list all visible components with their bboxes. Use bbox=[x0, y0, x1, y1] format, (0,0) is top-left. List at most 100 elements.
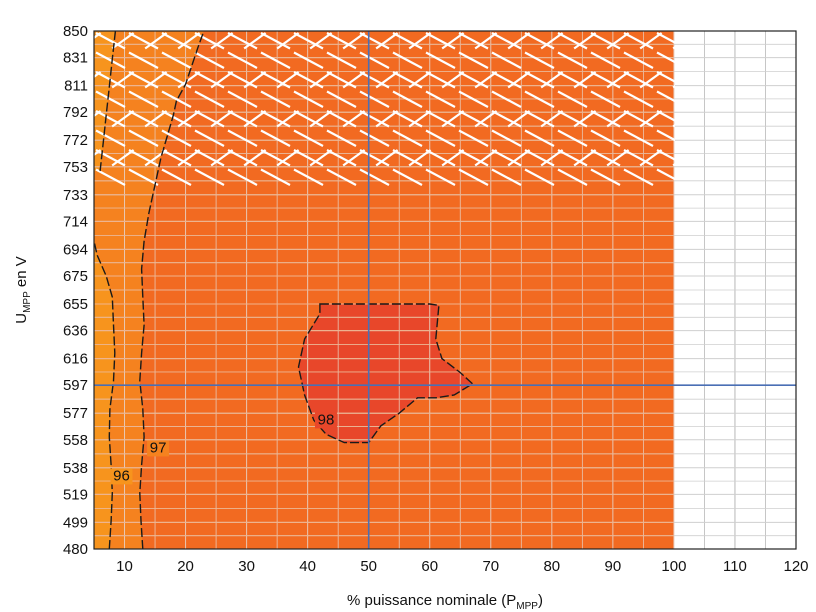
plot-area bbox=[94, 31, 796, 549]
hatch-stroke bbox=[425, 71, 456, 89]
hatch-stroke bbox=[161, 32, 192, 50]
hatch-stroke bbox=[524, 51, 555, 69]
y-tick-label: 675 bbox=[63, 268, 88, 285]
hatch-stroke bbox=[194, 71, 225, 89]
hatch-stroke bbox=[227, 168, 258, 186]
hatch-stroke bbox=[111, 71, 135, 89]
hatch-stroke bbox=[144, 110, 168, 128]
hatch-stroke bbox=[458, 129, 489, 147]
hatch-stroke bbox=[342, 32, 366, 50]
hatch-stroke bbox=[623, 71, 654, 89]
hatch-stroke bbox=[408, 71, 432, 89]
hatch-stroke bbox=[161, 51, 192, 69]
hatch-stroke bbox=[656, 71, 675, 83]
x-axis-label-tail: ) bbox=[538, 592, 543, 609]
hatch-stroke bbox=[623, 32, 654, 50]
y-tick-label: 480 bbox=[63, 541, 88, 558]
region-96-top-fill bbox=[94, 31, 116, 171]
y-tick-label: 538 bbox=[63, 460, 88, 477]
hatch-stroke bbox=[590, 168, 621, 186]
contour-line-97 bbox=[139, 31, 205, 549]
hatch-stroke bbox=[375, 71, 399, 89]
hatch-stroke bbox=[639, 32, 663, 50]
x-tick-label: 110 bbox=[723, 558, 747, 575]
hatch-stroke bbox=[293, 51, 324, 69]
hatch-stroke bbox=[458, 149, 489, 167]
hatch-stroke bbox=[342, 110, 366, 128]
hatch-stroke bbox=[210, 71, 234, 89]
hatch-stroke bbox=[573, 110, 597, 128]
hatch-stroke bbox=[260, 51, 291, 69]
reference-lines bbox=[94, 31, 796, 549]
hatch-stroke bbox=[573, 32, 597, 50]
contour-line-98 bbox=[297, 303, 474, 444]
hatch-stroke bbox=[94, 32, 102, 40]
hatch-stroke bbox=[260, 32, 291, 50]
hatch-stroke bbox=[94, 71, 102, 79]
hatch-stroke bbox=[260, 168, 291, 186]
hatch-stroke bbox=[507, 32, 531, 50]
hatch-stroke bbox=[458, 71, 489, 89]
contour-label-bg bbox=[147, 440, 170, 457]
hatch-stroke bbox=[194, 110, 225, 128]
hatch-stroke bbox=[623, 168, 654, 186]
hatch-stroke bbox=[491, 51, 522, 69]
hatch-stroke bbox=[425, 149, 456, 167]
hatch-stroke bbox=[441, 110, 465, 128]
hatch-stroke bbox=[639, 110, 663, 128]
hatch-stroke bbox=[128, 149, 159, 167]
hatch-stroke bbox=[425, 90, 456, 108]
hatch-stroke bbox=[243, 71, 267, 89]
contour-label: 97 bbox=[150, 439, 167, 456]
hatch-stroke bbox=[128, 129, 159, 147]
hatch-stroke bbox=[606, 32, 630, 50]
hatch-stroke bbox=[95, 51, 126, 69]
hatch-stroke bbox=[95, 129, 126, 147]
hatch-stroke bbox=[590, 90, 621, 108]
hatch-stroke bbox=[359, 71, 390, 89]
contour-labels: 96 97 98 bbox=[110, 411, 337, 485]
y-tick-label: 597 bbox=[63, 377, 88, 394]
y-tick-labels: 480 499 519 538 558 577 597 616 636 655 675 694 714 7… bbox=[63, 23, 88, 558]
hatch-stroke bbox=[557, 32, 588, 50]
hatch-stroke bbox=[276, 71, 300, 89]
hatch-stroke bbox=[557, 71, 588, 89]
hatch-stroke bbox=[425, 110, 456, 128]
hatch-stroke bbox=[94, 149, 102, 157]
plot-border bbox=[93, 30, 797, 550]
hatch-stroke bbox=[260, 71, 291, 89]
y-tick-label: 519 bbox=[63, 486, 88, 503]
hatch-stroke bbox=[623, 110, 654, 128]
x-tick-label: 10 bbox=[116, 558, 133, 575]
hatch-stroke bbox=[194, 149, 225, 167]
x-tick-label: 90 bbox=[605, 558, 622, 575]
hatch-stroke bbox=[243, 32, 267, 50]
hatch-stroke bbox=[573, 149, 597, 167]
hatch-stroke bbox=[590, 129, 621, 147]
hatch-stroke bbox=[425, 51, 456, 69]
hatch-stroke bbox=[326, 149, 357, 167]
y-axis-label-tail: en V bbox=[13, 256, 30, 291]
hatch-stroke bbox=[161, 129, 192, 147]
hatch-stroke bbox=[540, 71, 564, 89]
hatch-stroke bbox=[639, 149, 663, 167]
y-axis-label: UMPP en V bbox=[13, 256, 33, 324]
hatch-stroke bbox=[590, 71, 621, 89]
hatch-stroke bbox=[392, 32, 423, 50]
hatch-stroke bbox=[161, 71, 192, 89]
hatch-stroke bbox=[375, 32, 399, 50]
hatch-stroke bbox=[95, 168, 126, 186]
hatch-stroke bbox=[161, 168, 192, 186]
x-tick-label: 70 bbox=[482, 558, 499, 575]
hatch-stroke bbox=[326, 168, 357, 186]
hatch-stroke bbox=[557, 110, 588, 128]
contour-label-bg bbox=[110, 468, 133, 485]
hatch-stroke bbox=[491, 32, 522, 50]
hatch-stroke bbox=[359, 32, 390, 50]
hatch-stroke bbox=[309, 110, 333, 128]
hatch-stroke bbox=[243, 149, 267, 167]
hatch-stroke bbox=[210, 149, 234, 167]
hatch-stroke bbox=[524, 129, 555, 147]
hatch-stroke bbox=[111, 110, 135, 128]
hatch-stroke bbox=[408, 149, 432, 167]
